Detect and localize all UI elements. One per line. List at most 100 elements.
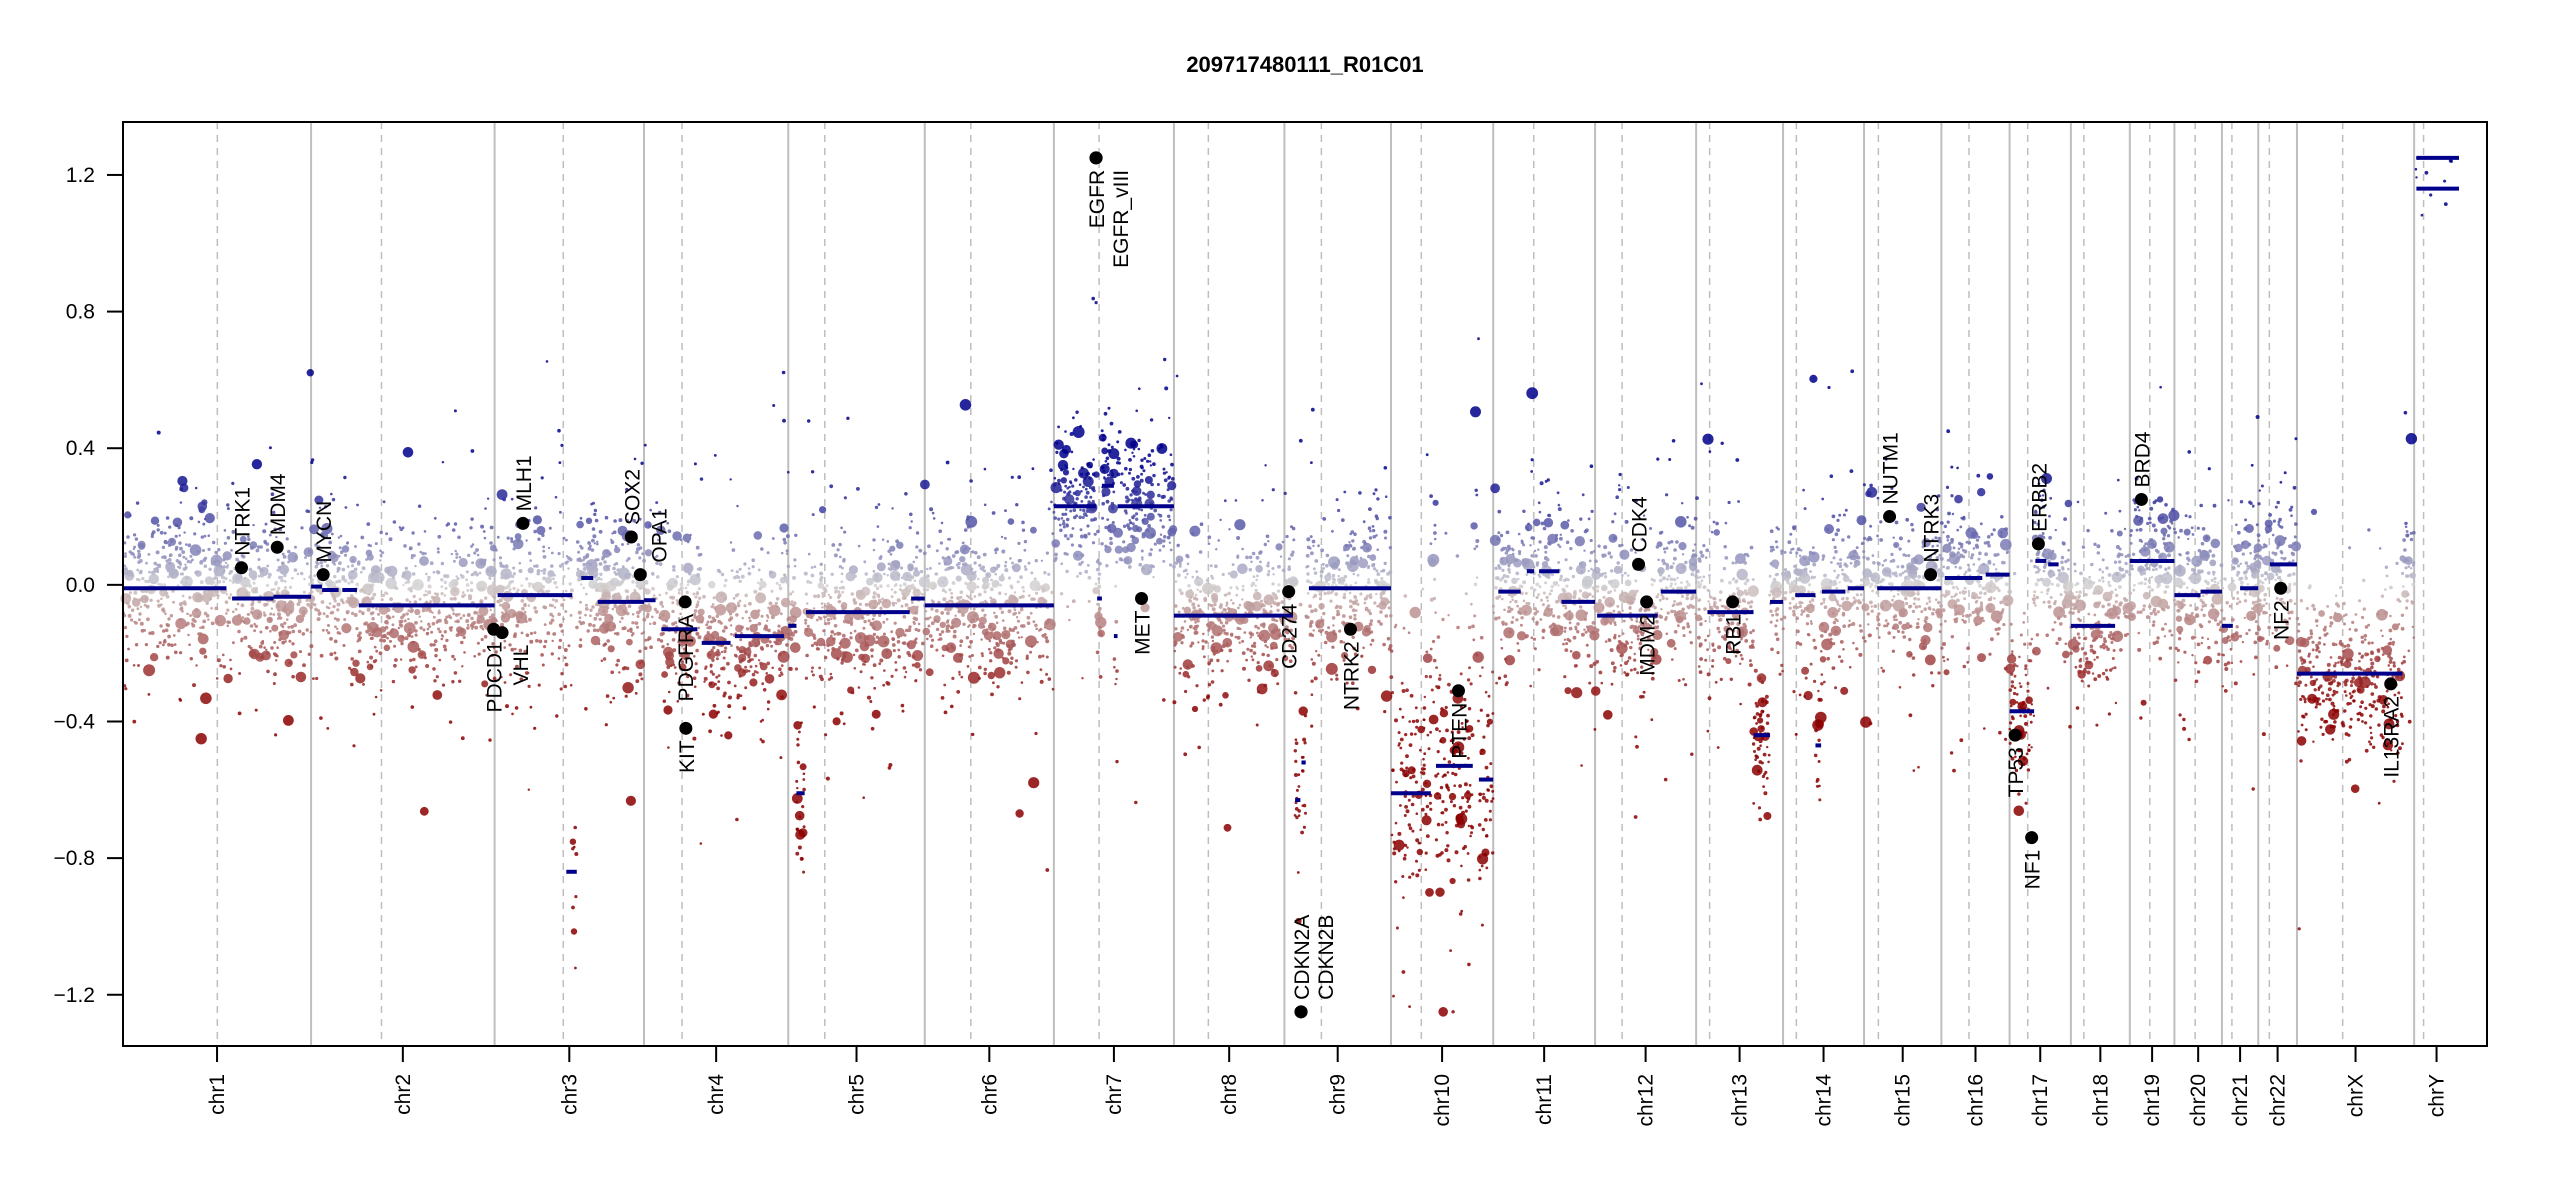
probe-bin-point <box>1253 645 1257 648</box>
probe-bin-point <box>513 632 517 636</box>
probe-bin-point <box>1308 632 1313 637</box>
probe-bin-point <box>281 625 285 629</box>
probe-bin-point <box>934 572 939 576</box>
probe-bin-point <box>333 599 337 603</box>
probe-bin-point <box>485 565 497 578</box>
probe-bin-point <box>894 602 898 605</box>
probe-bin-point <box>449 616 453 620</box>
probe-bin-point <box>425 664 430 668</box>
probe-bin-point <box>1397 849 1401 853</box>
probe-bin-point <box>240 577 251 588</box>
probe-bin-point <box>791 793 803 804</box>
probe-bin-point <box>622 565 625 568</box>
probe-bin-point <box>136 607 140 611</box>
probe-bin-point <box>912 616 917 621</box>
probe-bin-point <box>1542 526 1547 531</box>
probe-bin-point <box>1422 706 1427 710</box>
probe-bin-point <box>229 593 233 596</box>
probe-bin-point <box>507 605 510 608</box>
probe-bin-point <box>1072 491 1076 495</box>
probe-bin-point <box>745 627 750 631</box>
probe-bin-point <box>1086 461 1094 469</box>
probe-bin-point <box>588 544 592 548</box>
probe-bin-point <box>630 634 634 637</box>
probe-bin-point <box>728 695 732 700</box>
probe-bin-point <box>1031 467 1035 471</box>
probe-bin-point <box>533 631 537 635</box>
probe-bin-point <box>1159 519 1162 522</box>
probe-bin-point <box>414 665 418 669</box>
probe-bin-point <box>1432 658 1437 663</box>
probe-bin-point <box>613 604 618 609</box>
probe-bin-point <box>268 533 272 537</box>
probe-bin-point <box>1441 800 1445 804</box>
probe-bin-point <box>1091 499 1095 504</box>
probe-bin-point <box>208 596 213 601</box>
probe-bin-point <box>1222 628 1226 632</box>
probe-bin-point <box>294 555 298 559</box>
probe-bin-point <box>544 639 548 644</box>
probe-bin-point <box>994 551 998 555</box>
probe-bin-point <box>1088 486 1092 489</box>
probe-bin-point <box>1472 651 1484 663</box>
probe-bin-point <box>966 581 977 592</box>
probe-bin-point <box>386 608 391 612</box>
probe-bin-point <box>1465 725 1474 733</box>
probe-bin-point <box>269 629 272 633</box>
probe-bin-point <box>900 576 904 580</box>
probe-bin-point <box>1012 612 1016 616</box>
probe-bin-point <box>680 660 685 664</box>
probe-bin-point <box>1166 535 1171 540</box>
probe-bin-point <box>319 560 324 565</box>
probe-bin-point <box>353 567 358 572</box>
probe-bin-point <box>1218 605 1223 609</box>
probe-bin-point <box>304 556 307 559</box>
probe-bin-point <box>1030 645 1034 648</box>
probe-bin-point <box>168 562 171 565</box>
probe-bin-point <box>374 695 378 699</box>
probe-bin-point <box>500 575 504 580</box>
probe-bin-point <box>592 624 596 628</box>
probe-bin-point <box>448 720 453 724</box>
probe-bin-point <box>1021 585 1025 590</box>
probe-bin-point <box>854 632 867 644</box>
probe-bin-point <box>790 600 794 603</box>
probe-bin-point <box>1219 518 1222 522</box>
probe-bin-point <box>625 666 630 671</box>
probe-bin-point <box>1070 543 1074 547</box>
probe-bin-point <box>894 668 898 672</box>
probe-bin-point <box>1152 473 1156 478</box>
probe-bin-point <box>207 618 210 621</box>
probe-bin-point <box>764 674 775 684</box>
probe-bin-point <box>1468 783 1472 787</box>
probe-bin-point <box>757 592 762 596</box>
probe-bin-point <box>210 561 215 566</box>
probe-bin-point <box>569 588 574 593</box>
probe-bin-point <box>275 535 278 539</box>
probe-bin-point <box>189 544 202 556</box>
probe-bin-point <box>178 541 182 545</box>
probe-bin-point <box>1013 591 1017 594</box>
probe-bin-point <box>214 550 218 555</box>
probe-bin-point <box>168 525 172 529</box>
probe-bin-point <box>917 628 921 633</box>
probe-bin-point <box>1303 741 1307 745</box>
probe-bin-point <box>382 633 387 638</box>
probe-bin-point <box>870 654 874 658</box>
probe-bin-point <box>1068 618 1071 622</box>
probe-bin-point <box>735 570 739 574</box>
probe-bin-point <box>1169 548 1173 552</box>
probe-bin-point <box>391 623 395 627</box>
probe-bin-point <box>602 657 607 661</box>
probe-bin-point <box>1228 528 1231 531</box>
probe-bin-point <box>712 703 717 708</box>
probe-bin-point <box>1400 761 1404 765</box>
probe-bin-point <box>831 543 836 547</box>
probe-bin-point <box>278 527 283 532</box>
probe-bin-point <box>227 620 232 625</box>
probe-bin-point <box>842 722 846 726</box>
probe-bin-point <box>1173 580 1177 583</box>
probe-bin-point <box>615 631 620 636</box>
probe-bin-point <box>760 647 764 651</box>
probe-bin-point <box>414 564 417 568</box>
